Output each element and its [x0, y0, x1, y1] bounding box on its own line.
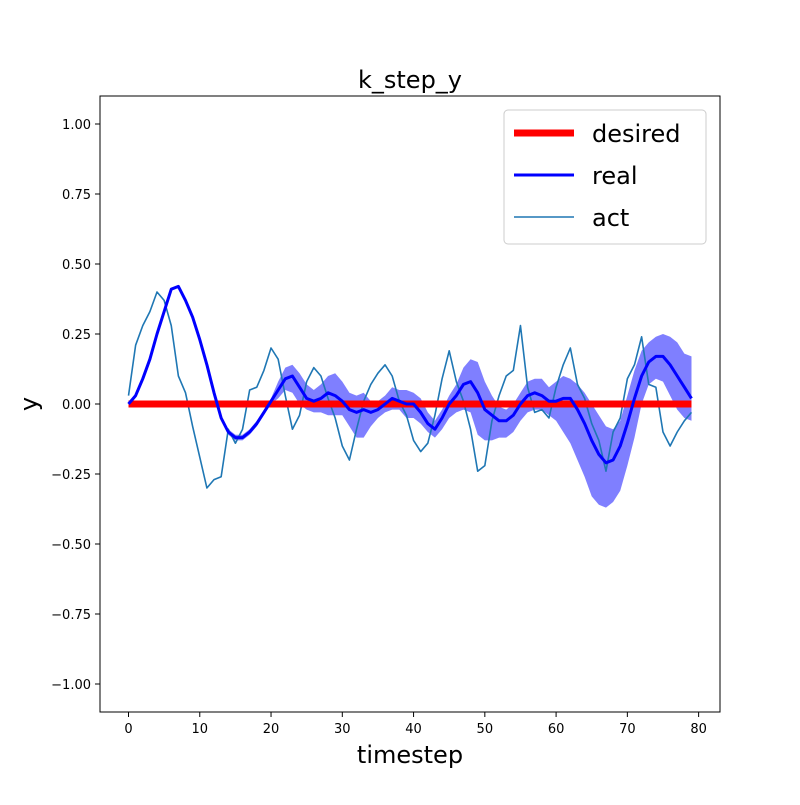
x-axis-title: timestep: [357, 741, 463, 769]
y-tick-label: −0.50: [51, 538, 91, 553]
legend: desired real act: [503, 109, 707, 245]
y-tick-label: 0.00: [62, 398, 91, 413]
legend-label-desired: desired: [592, 120, 681, 148]
series-line-act: [127, 291, 693, 489]
y-tick-label: 1.00: [62, 118, 91, 133]
legend-label-act: act: [592, 204, 629, 232]
y-tick-label: 0.25: [62, 328, 91, 343]
x-tick-label: 40: [405, 722, 422, 737]
plot-content: [127, 284, 693, 508]
series-line-real: [127, 284, 693, 465]
x-tick-label: 50: [477, 722, 494, 737]
y-tick-label: 0.75: [62, 188, 91, 203]
x-tick-label: 70: [619, 722, 636, 737]
y-axis-title: y: [15, 397, 43, 411]
legend-box: [503, 109, 707, 245]
legend-label-real: real: [592, 162, 637, 190]
y-tick-label: 0.50: [62, 258, 91, 273]
x-tick-label: 0: [124, 722, 132, 737]
y-tick-label: −0.25: [51, 468, 91, 483]
y-tick-label: −0.75: [51, 608, 91, 623]
chart-title: k_step_y: [358, 66, 462, 94]
real-uncertainty-band: [128, 286, 692, 508]
x-tick-label: 30: [334, 722, 351, 737]
y-tick-label: −1.00: [51, 678, 91, 693]
x-axis-ticks: 0 10 20 30 40 50 60 70 80: [124, 712, 707, 737]
x-tick-label: 10: [191, 722, 208, 737]
y-axis-ticks: −1.00 −0.75 −0.50 −0.25 0.00 0.25 0.50 0.75 1.00: [51, 118, 100, 693]
x-tick-label: 80: [690, 722, 707, 737]
x-tick-label: 20: [263, 722, 280, 737]
x-tick-label: 60: [548, 722, 565, 737]
